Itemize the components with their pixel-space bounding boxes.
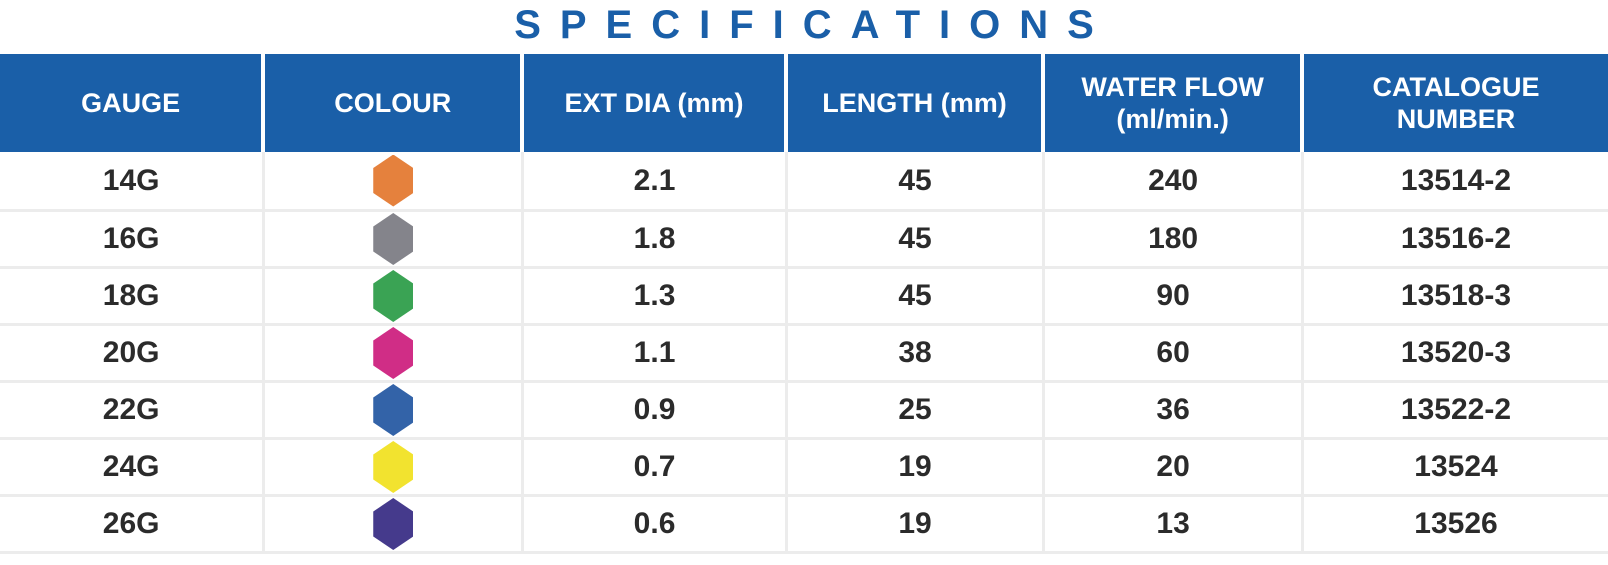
length-cell: 45 [788,212,1046,266]
colour-hexagon-swatch [373,441,414,493]
column-header-catalogue-number: CATALOGUE NUMBER [1372,71,1540,134]
catalogue-cell: 13516-2 [1400,222,1512,255]
colour-cell [265,497,525,551]
colour-hexagon-swatch [373,498,414,550]
ext-dia-cell: 0.7 [524,440,788,494]
gauge-cell: 20G [0,326,266,380]
colour-cell [265,152,525,209]
length-cell: 38 [788,326,1046,380]
length-cell: 19 [788,440,1046,494]
colour-cell [265,326,525,380]
catalogue-cell: 13520-3 [1400,336,1512,369]
column-header-ext-dia: EXT DIA (mm) [524,54,788,152]
ext-dia-cell: 2.1 [524,152,788,209]
page-title: SPECIFICATIONS [514,3,1113,47]
colour-hexagon-swatch [373,270,414,322]
catalogue-cell: 13522-2 [1400,393,1512,426]
length-cell: 25 [788,383,1046,437]
table-row: 16G 1.8 45 180 13516-2 [0,209,1608,266]
water-flow-cell: 13 [1045,497,1305,551]
column-header-colour: COLOUR [265,54,525,152]
table-body: 14G 2.1 45 240 13514-2 16G 1.8 45 180 13… [0,152,1608,554]
length-cell: 45 [788,152,1046,209]
specifications-table: GAUGE COLOUR EXT DIA (mm) LENGTH (mm) WA… [0,54,1608,554]
colour-hexagon-swatch [373,327,414,379]
table-row: 22G 0.9 25 36 13522-2 [0,380,1608,437]
ext-dia-cell: 0.6 [524,497,788,551]
gauge-cell: 24G [0,440,266,494]
colour-cell [265,269,525,323]
catalogue-cell: 13518-3 [1400,279,1512,312]
catalogue-cell: 13514-2 [1400,163,1512,197]
gauge-cell: 26G [0,497,266,551]
column-header-water-flow: WATER FLOW (ml/min.) [1045,54,1305,152]
table-row: 24G 0.7 19 20 13524 [0,437,1608,494]
length-cell: 19 [788,497,1046,551]
table-row: 26G 0.6 19 13 13526 [0,494,1608,551]
colour-cell [265,383,525,437]
water-flow-cell: 60 [1045,326,1305,380]
column-header-length: LENGTH (mm) [788,54,1046,152]
table-row: 14G 2.1 45 240 13514-2 [0,152,1608,209]
colour-cell [265,440,525,494]
length-cell: 45 [788,269,1046,323]
gauge-cell: 14G [0,152,266,209]
column-header-gauge: GAUGE [0,54,266,152]
catalogue-cell: 13526 [1414,507,1498,540]
ext-dia-cell: 0.9 [524,383,788,437]
table-row: 18G 1.3 45 90 13518-3 [0,266,1608,323]
ext-dia-cell: 1.1 [524,326,788,380]
colour-hexagon-swatch [373,154,414,207]
colour-cell [265,212,525,266]
ext-dia-cell: 1.8 [524,212,788,266]
water-flow-cell: 240 [1045,152,1305,209]
colour-hexagon-swatch [373,384,414,436]
colour-hexagon-swatch [373,213,414,265]
water-flow-cell: 180 [1045,212,1305,266]
gauge-cell: 22G [0,383,266,437]
water-flow-cell: 36 [1045,383,1305,437]
table-header-row: GAUGE COLOUR EXT DIA (mm) LENGTH (mm) WA… [0,54,1608,152]
table-row: 20G 1.1 38 60 13520-3 [0,323,1608,380]
catalogue-cell: 13524 [1414,450,1498,483]
ext-dia-cell: 1.3 [524,269,788,323]
gauge-cell: 18G [0,269,266,323]
water-flow-cell: 90 [1045,269,1305,323]
gauge-cell: 16G [0,212,266,266]
water-flow-cell: 20 [1045,440,1305,494]
